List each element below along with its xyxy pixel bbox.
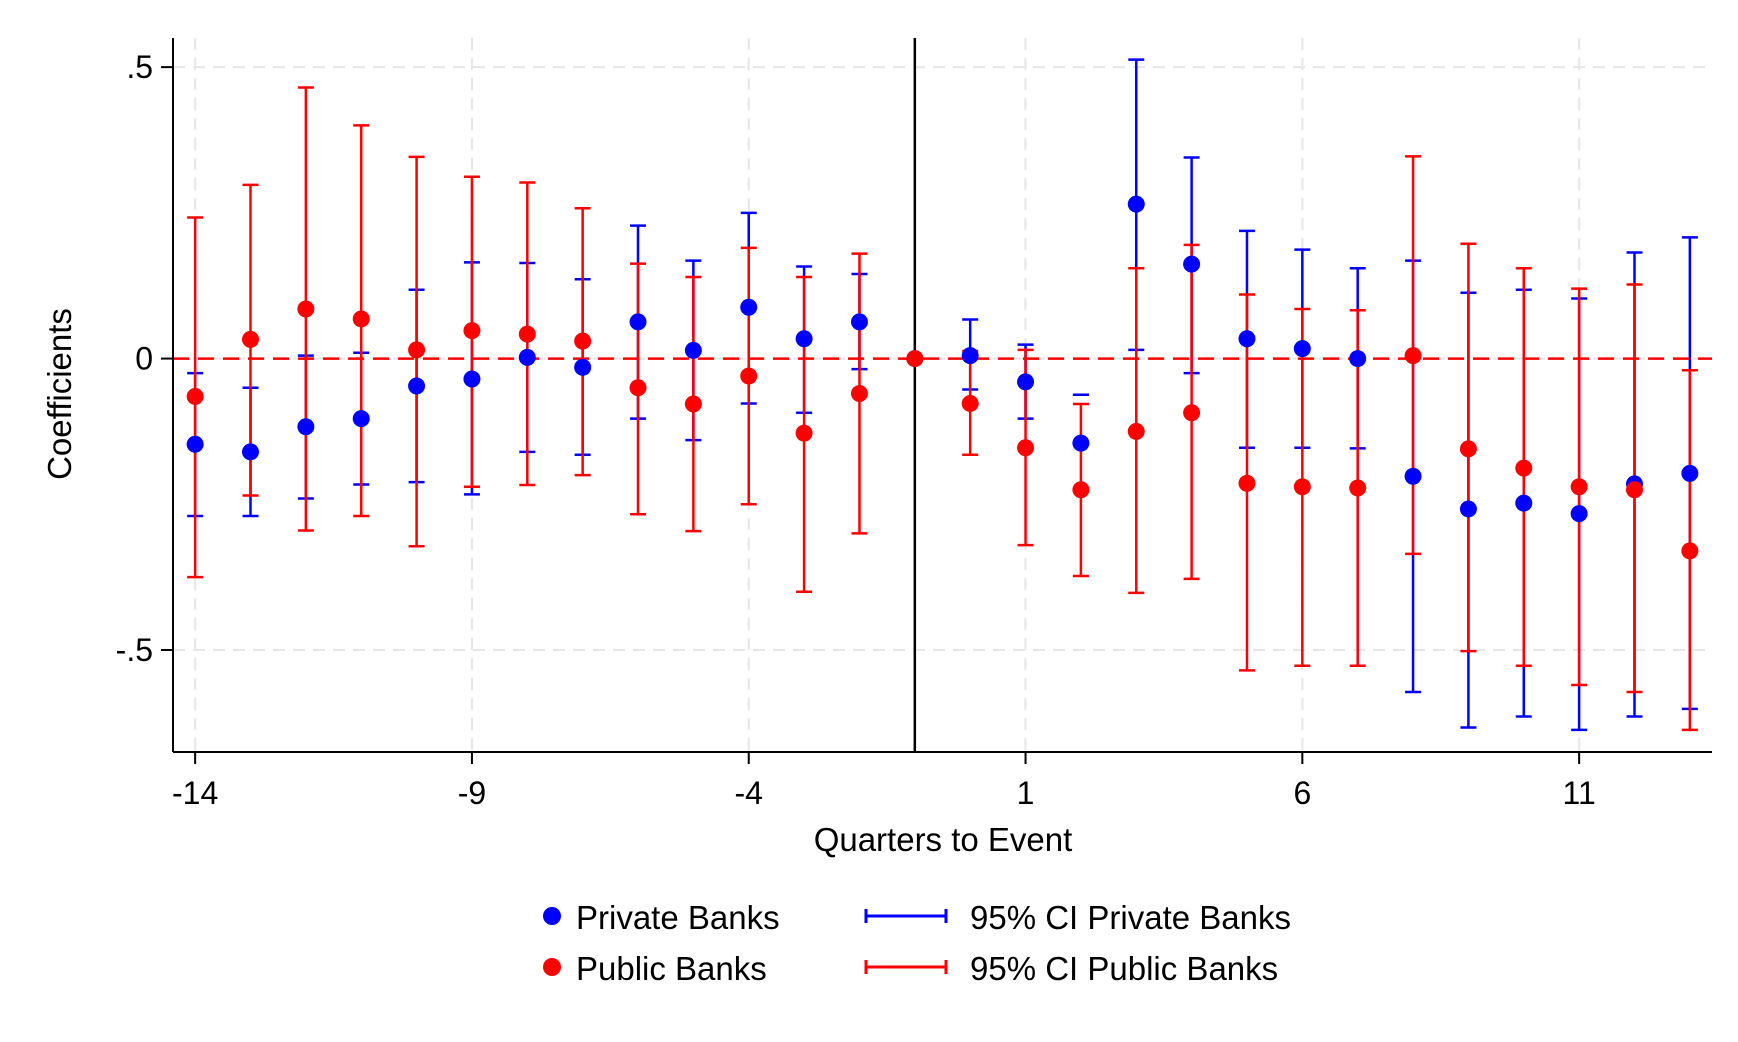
private-point <box>242 443 260 461</box>
public-point <box>1127 422 1145 440</box>
public-point <box>1072 481 1090 499</box>
private-point <box>408 377 426 395</box>
public-point <box>1238 474 1256 492</box>
public-point <box>463 322 481 340</box>
private-point <box>1404 467 1422 485</box>
y-tick-label: 0 <box>135 341 153 377</box>
public-point <box>518 325 536 343</box>
private-point <box>1127 195 1145 213</box>
x-tick-label: -4 <box>735 775 763 811</box>
x-tick-label: -9 <box>458 775 486 811</box>
x-tick-label: 11 <box>1563 775 1596 811</box>
private-point <box>1072 434 1090 452</box>
private-point <box>795 330 813 348</box>
private-point <box>1515 494 1533 512</box>
public-point <box>906 350 924 368</box>
private-point <box>352 410 370 428</box>
public-point <box>740 367 758 385</box>
x-axis-title: Quarters to Event <box>814 821 1073 858</box>
public-point <box>352 310 370 328</box>
x-tick-label: -14 <box>172 775 218 811</box>
public-point <box>1515 459 1533 477</box>
private-point <box>1183 255 1201 273</box>
private-point <box>1570 505 1588 523</box>
public-point <box>574 332 592 350</box>
legend: Private Banks Public Banks 95% CI Privat… <box>543 899 1291 987</box>
tick-labels: -14 -9 -4 1 6 11 .5 0 -.5 <box>116 49 1596 811</box>
private-point <box>463 370 481 388</box>
public-point <box>961 394 979 412</box>
private-point <box>961 347 979 365</box>
private-point <box>740 298 758 316</box>
legend-public-ci-symbol <box>864 960 948 974</box>
public-point <box>795 424 813 442</box>
public-point <box>1293 478 1311 496</box>
legend-private-ci-symbol <box>864 909 948 923</box>
public-point <box>186 387 204 405</box>
private-point <box>1238 330 1256 348</box>
coefficient-points <box>186 195 1699 560</box>
private-point <box>850 313 868 331</box>
private-point <box>1017 373 1035 391</box>
private-point <box>684 341 702 359</box>
private-point <box>629 313 647 331</box>
axes <box>161 38 1712 764</box>
x-tick-label: 1 <box>1017 775 1035 811</box>
private-point <box>1459 500 1477 518</box>
public-point <box>1183 404 1201 422</box>
legend-public-label: Public Banks <box>576 950 767 987</box>
private-point <box>1681 464 1699 482</box>
y-tick-label: .5 <box>126 49 153 85</box>
public-point <box>629 379 647 397</box>
public-point <box>1404 347 1422 365</box>
public-point <box>850 385 868 403</box>
private-point <box>518 348 536 366</box>
legend-private-label: Private Banks <box>576 899 780 936</box>
public-point <box>684 395 702 413</box>
private-point <box>1349 350 1367 368</box>
x-tick-label: 6 <box>1293 775 1311 811</box>
public-point <box>1570 478 1588 496</box>
public-point <box>1017 439 1035 457</box>
private-point <box>186 435 204 453</box>
legend-private-ci-label: 95% CI Private Banks <box>970 899 1291 936</box>
public-point <box>1681 542 1699 560</box>
private-point <box>574 358 592 376</box>
public-point <box>297 300 315 318</box>
private-point <box>1293 340 1311 358</box>
public-point <box>1349 479 1367 497</box>
y-axis-title: Coefficients <box>41 308 78 480</box>
y-tick-label: -.5 <box>116 632 153 668</box>
public-point <box>1625 481 1643 499</box>
public-point <box>242 330 260 348</box>
public-point <box>1459 440 1477 458</box>
legend-public-marker <box>543 958 561 976</box>
public-point <box>408 341 426 359</box>
private-point <box>297 418 315 436</box>
legend-private-marker <box>543 907 561 925</box>
legend-public-ci-label: 95% CI Public Banks <box>970 950 1278 987</box>
